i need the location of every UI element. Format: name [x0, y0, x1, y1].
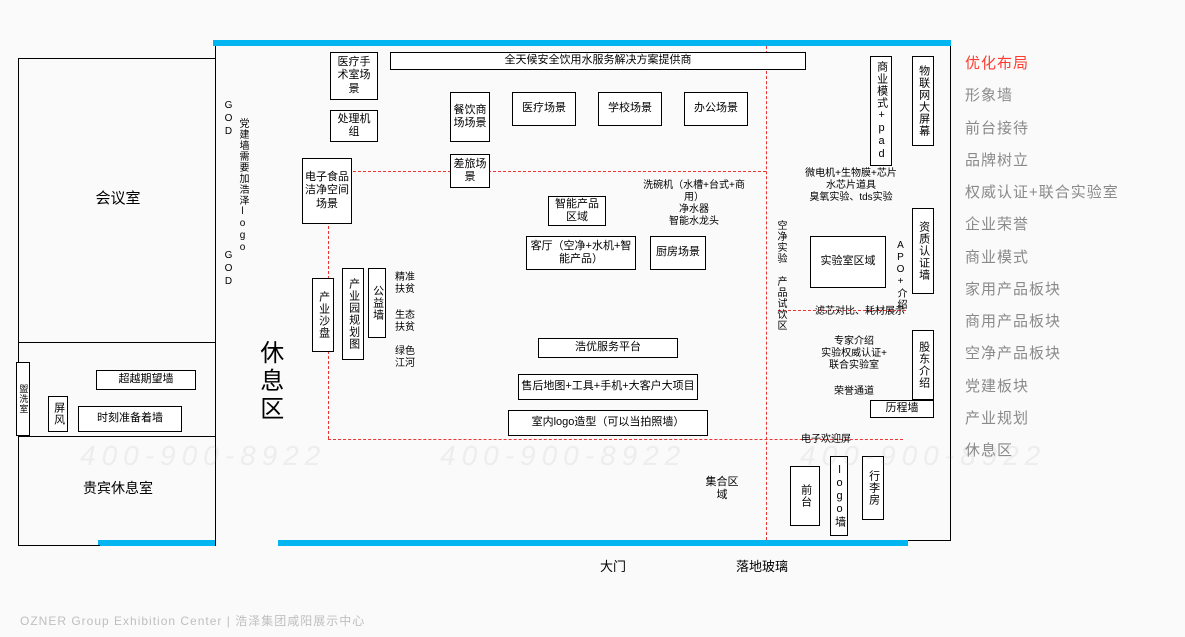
label-gather: 集合区域	[702, 476, 742, 502]
wash-room: 盥洗室	[16, 362, 30, 436]
wall-mid-h2	[18, 436, 216, 437]
box-bizmode: 商业模式+pad	[870, 56, 892, 166]
legend-item-12: 休息区	[965, 435, 1165, 467]
legend-item-8: 商用产品板块	[965, 306, 1165, 338]
box-charity: 公益墙	[368, 268, 386, 338]
label-honor: 荣誉通道	[814, 386, 894, 398]
box-school: 学校场景	[598, 92, 662, 126]
wall-bottom-right-seg	[908, 540, 951, 541]
box-beyond: 超越期望墙	[96, 370, 196, 390]
legend-item-4: 权威认证+联合实验室	[965, 177, 1165, 209]
wall-left	[18, 58, 19, 545]
label-green: 绿色江河	[392, 346, 418, 370]
box-holder: 股东介绍	[912, 330, 934, 400]
vip-room-label: 贵宾休息室	[23, 480, 213, 497]
legend-item-1: 形象墙	[965, 80, 1165, 112]
wall-bottom-left-seg	[18, 545, 100, 546]
box-logowall: logo墙	[830, 456, 848, 536]
box-surgery: 医疗手术室场景	[330, 52, 378, 100]
label-dangjian: 党建墙需要加浩泽logo	[236, 118, 248, 254]
box-catering: 餐饮商场场景	[450, 92, 490, 142]
wall-right	[950, 46, 951, 541]
box-history: 历程墙	[870, 400, 934, 418]
box-luggage: 行李房	[862, 456, 884, 520]
wall-vip-right	[215, 436, 216, 546]
box-processor: 处理机组	[330, 110, 378, 142]
footer-text: OZNER Group Exhibition Center | 浩泽集团咸阳展示…	[20, 612, 365, 629]
legend-item-2: 前台接待	[965, 113, 1165, 145]
page-root: 会议室 休息区 贵宾休息室 盥洗室 医疗手术室场景 全天候安全饮用水服务解决方案…	[0, 0, 1185, 637]
gate-main: 大门	[600, 556, 626, 575]
meeting-room-label: 会议室	[23, 190, 213, 208]
box-smart: 智能产品区域	[548, 196, 606, 226]
legend-item-7: 家用产品板块	[965, 274, 1165, 306]
wall-mid-h1	[18, 342, 216, 343]
dash-h1	[328, 171, 766, 172]
label-god2: GOD	[222, 250, 234, 289]
legend-item-5: 企业荣誉	[965, 209, 1165, 241]
floor-plan: 会议室 休息区 贵宾休息室 盥洗室 医疗手术室场景 全天候安全饮用水服务解决方案…	[18, 40, 958, 550]
label-airtest: 空净实验 产品试饮区	[774, 220, 786, 331]
dash-v2	[766, 46, 767, 540]
gate-glass: 落地玻璃	[736, 556, 788, 575]
box-indoorlogo: 室内logo造型（可以当拍照墙）	[508, 410, 708, 436]
box-medical: 医疗场景	[512, 92, 576, 126]
label-ewelcome: 电子欢迎屏	[786, 434, 866, 446]
legend-item-0: 优化布局	[965, 48, 1165, 80]
label-coretest: 滤芯对比、耗材展示	[800, 306, 920, 318]
rest-area-label: 休息区	[254, 340, 283, 424]
box-kitchen: 厨房场景	[650, 236, 706, 270]
label-god1: GOD	[222, 100, 234, 139]
label-precise: 精准扶贫	[392, 272, 418, 296]
box-haoyu: 浩优服务平台	[538, 338, 678, 358]
legend-item-9: 空净产品板块	[965, 338, 1165, 370]
wash-label: 盥洗室	[18, 384, 29, 414]
box-front: 前台	[790, 466, 820, 526]
label-eco: 生态扶贫	[392, 310, 418, 334]
box-ready: 时刻准备着墙	[78, 406, 182, 432]
box-planzone: 产业园规划图	[342, 268, 364, 360]
legend: 优化布局 形象墙 前台接待 品牌树立 权威认证+联合实验室 企业荣誉 商业模式 …	[965, 48, 1165, 467]
box-travel: 差旅场景	[450, 154, 490, 188]
box-office: 办公场景	[684, 92, 748, 126]
wall-top-left	[18, 58, 216, 59]
legend-item-10: 党建板块	[965, 371, 1165, 403]
label-expert: 专家介绍 实验权威认证+ 联合实验室	[804, 336, 904, 372]
box-sand: 产业沙盘	[312, 278, 334, 352]
box-lab: 实验室区域	[810, 236, 886, 288]
wall-blue-bottom-right	[278, 540, 908, 546]
wall-blue-bottom-left	[98, 540, 215, 546]
box-living: 客厅（空净+水机+智能产品）	[526, 236, 636, 270]
legend-item-11: 产业规划	[965, 403, 1165, 435]
legend-item-3: 品牌树立	[965, 145, 1165, 177]
label-dish: 洗碗机（水槽+台式+商用） 净水器 智能水龙头	[634, 180, 754, 228]
box-iot: 物联网大屏幕	[912, 56, 934, 146]
box-aftersale: 售后地图+工具+手机+大客户大项目	[518, 374, 698, 400]
label-micro: 微电机+生物膜+芯片 水芯片道具 臭氧实验、tds实验	[796, 168, 906, 204]
box-food: 电子食品洁净空间场景	[302, 158, 352, 224]
box-cert: 资质认证墙	[912, 208, 934, 294]
label-apo: APO+介绍	[894, 240, 906, 310]
box-banner: 全天候安全饮用水服务解决方案提供商	[390, 52, 806, 70]
legend-item-6: 商业模式	[965, 242, 1165, 274]
box-screen: 屏风	[48, 396, 68, 432]
wall-blue-top	[213, 40, 951, 46]
